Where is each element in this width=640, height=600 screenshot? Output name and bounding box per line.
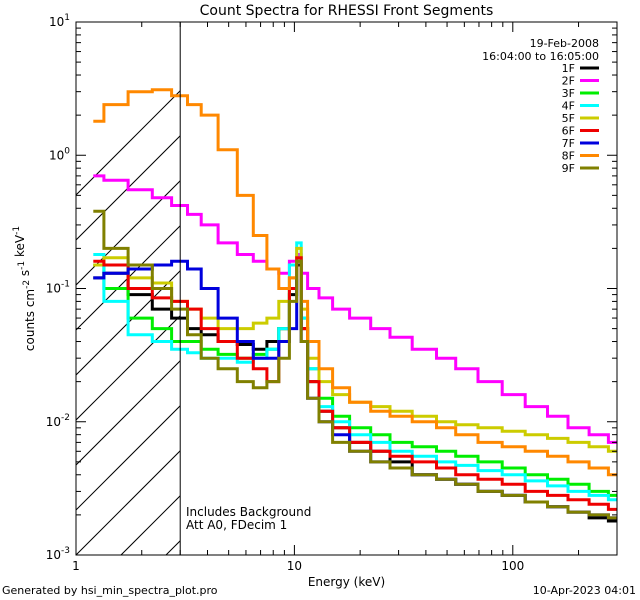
series-line-2F — [93, 174, 617, 444]
y-tick-label: 10-3 — [46, 546, 70, 562]
hatch-line — [76, 315, 181, 421]
hatch-line — [571, 0, 640, 555]
header-time-range: 16:04:00 to 16:05:00 — [482, 50, 599, 63]
hatch-line — [301, 0, 640, 555]
y-tick-label: 100 — [49, 146, 70, 162]
annotation-attenuator: Att A0, FDecim 1 — [186, 518, 287, 532]
x-tick-label: 1 — [72, 559, 80, 573]
hatch-line — [526, 0, 640, 555]
header-date: 19-Feb-2008 — [530, 37, 599, 50]
footer-generated-by: Generated by hsi_min_spectra_plot.pro — [2, 584, 218, 597]
hatch-lines — [76, 0, 640, 555]
x-tick-label: 100 — [501, 559, 524, 573]
legend-label-6F: 6F — [562, 125, 575, 138]
hatch-line — [76, 360, 181, 466]
series-group — [93, 88, 617, 523]
legend-label-7F: 7F — [562, 137, 575, 150]
hatch-line — [76, 90, 181, 196]
hatch-line — [616, 0, 640, 555]
annotation-background: Includes Background — [186, 505, 311, 519]
series-line-8F — [93, 88, 617, 477]
series-line-6F — [93, 256, 617, 511]
y-axis-label: counts cm-2 s-1 keV-1 — [12, 226, 37, 351]
legend-label-3F: 3F — [562, 87, 575, 100]
series-line-9F — [93, 209, 617, 520]
footer-date: 10-Apr-2023 04:01 — [532, 584, 636, 597]
hatch-line — [76, 180, 181, 286]
x-tick-label: 10 — [287, 559, 302, 573]
hatch-line — [211, 0, 640, 555]
chart-title: Count Spectra for RHESSI Front Segments — [200, 3, 494, 19]
legend-label-8F: 8F — [562, 150, 575, 163]
hatch-line — [256, 0, 640, 555]
legend-label-9F: 9F — [562, 162, 575, 175]
hatched-region — [76, 0, 640, 555]
legend-label-4F: 4F — [562, 100, 575, 113]
hatch-line — [76, 225, 181, 331]
legend-label-1F: 1F — [562, 62, 575, 75]
y-tick-label: 10-1 — [46, 280, 70, 296]
y-tick-label: 101 — [49, 13, 70, 29]
y-tick-label: 10-2 — [46, 413, 70, 429]
hatch-line — [391, 0, 640, 555]
legend-label-5F: 5F — [562, 112, 575, 125]
hatch-line — [76, 450, 181, 555]
x-axis-label: Energy (keV) — [308, 575, 385, 589]
axes: 1 10 100 10-3 10-2 10-1 100 101 — [46, 13, 618, 573]
legend-label-2F: 2F — [562, 75, 575, 88]
hatch-line — [481, 0, 640, 555]
series-line-4F — [93, 241, 617, 502]
hatch-line — [76, 270, 181, 376]
hatch-line — [76, 405, 181, 511]
